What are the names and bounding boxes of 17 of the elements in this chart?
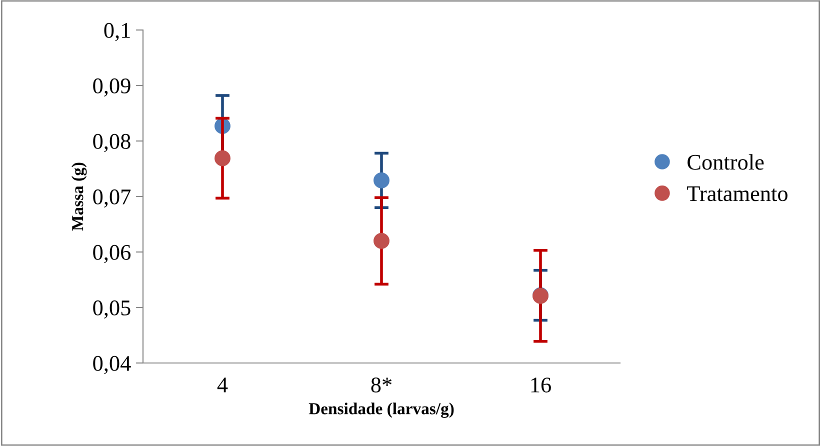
y-tick-label: 0,1 (104, 22, 130, 42)
y-tick-label: 0,05 (93, 300, 130, 319)
y-tick-label: 0,06 (93, 244, 131, 264)
x-axis-title: Densidade (larvas/g) (308, 402, 454, 418)
point (374, 232, 390, 249)
y-tick-label: 0,04 (93, 356, 131, 374)
legend-label: Controle (688, 154, 764, 170)
x-tick-label: 8* (371, 378, 392, 393)
y-tick-label: 0,08 (93, 134, 130, 152)
y-axis-title: Massa (g) (72, 162, 87, 231)
point (374, 172, 390, 188)
y-tick-label: 0,07 (93, 189, 131, 208)
point (214, 150, 230, 166)
x-tick-label: 4 (217, 378, 228, 392)
y-tick-label: 0,09 (93, 78, 130, 97)
x-tick-label: 16 (531, 378, 551, 393)
legend-label: Tratamento (687, 186, 788, 202)
